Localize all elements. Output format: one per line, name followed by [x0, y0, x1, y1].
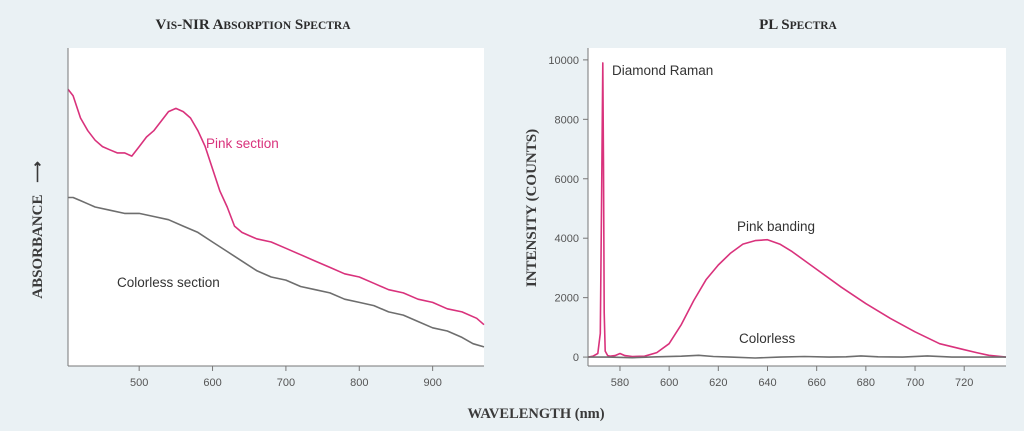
annotation-colorless: Colorless	[739, 331, 796, 346]
annotation-diamond-raman: Diamond Raman	[612, 63, 713, 78]
pl-x-tick-label: 660	[807, 377, 825, 389]
pl-x-tick-label: 640	[758, 377, 776, 389]
absorption-x-tick-label: 900	[423, 377, 441, 389]
pl-y-tick-label: 4000	[555, 233, 579, 245]
pl-y-tick-label: 10000	[548, 55, 579, 67]
absorption-x-ticks: 500 600 700 800 900	[130, 366, 442, 389]
pl-x-tick-label: 700	[906, 377, 924, 389]
pl-series-group	[587, 62, 1007, 359]
annotation-colorless-section: Colorless section	[117, 275, 220, 290]
absorption-x-tick-label: 800	[350, 377, 368, 389]
pl-series-pink-banding	[587, 62, 1007, 358]
pl-y-tick-label: 0	[573, 352, 579, 364]
pl-y-tick-label: 2000	[555, 293, 579, 305]
pl-y-tick-label: 6000	[555, 174, 579, 186]
annotation-pink-banding: Pink banding	[737, 219, 815, 234]
absorption-series-pink-section	[67, 88, 485, 326]
absorption-y-label: ABSORBANCE ⟶	[30, 161, 46, 299]
pl-y-ticks: 0 2000 4000 6000 8000 10000	[548, 55, 588, 364]
absorption-x-tick-label: 700	[277, 377, 295, 389]
pl-panel: PL SPECTRA 580 600 620 640 660 680 700 720 0 200…	[524, 17, 1007, 389]
pl-x-tick-label: 600	[660, 377, 678, 389]
pl-x-ticks: 580 600 620 640 660 680 700 720	[611, 366, 973, 389]
absorption-title: VIS-NIR ABSORPTION SPECTRA	[155, 17, 351, 33]
absorption-x-tick-label: 600	[203, 377, 221, 389]
absorption-y-label-text: ABSORBANCE	[30, 195, 46, 299]
absorption-series-colorless-section	[68, 196, 485, 348]
absorption-panel: VIS-NIR ABSORPTION SPECTRA 500 600 700 800 9…	[30, 17, 485, 389]
absorption-x-tick-label: 500	[130, 377, 148, 389]
pl-plot-area	[588, 48, 1006, 366]
pl-title: PL SPECTRA	[759, 17, 837, 33]
pl-y-tick-label: 8000	[555, 114, 579, 126]
absorption-plot-area	[68, 48, 484, 366]
pl-x-tick-label: 580	[611, 377, 629, 389]
absorption-series-group	[67, 88, 485, 348]
annotation-pink-section: Pink section	[206, 136, 279, 151]
pl-x-tick-label: 720	[955, 377, 973, 389]
pl-x-tick-label: 680	[857, 377, 875, 389]
pl-series-colorless	[588, 354, 1006, 359]
shared-x-label: WAVELENGTH (nm)	[467, 406, 604, 422]
pl-y-label: INTENSITY (COUNTS)	[524, 129, 540, 287]
absorption-y-label-arrow: ⟶	[30, 161, 46, 183]
pl-x-tick-label: 620	[709, 377, 727, 389]
